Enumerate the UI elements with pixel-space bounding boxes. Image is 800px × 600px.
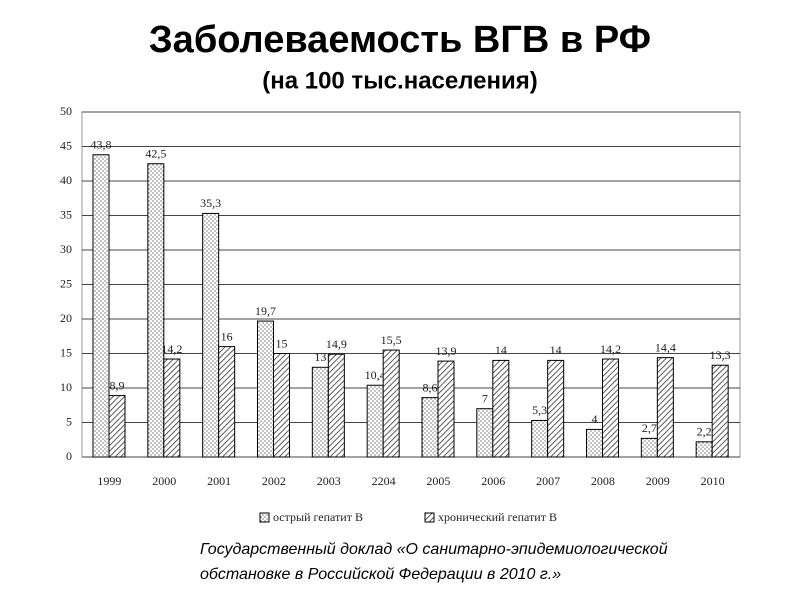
chart-title: Заболеваемость ВГВ в РФ (149, 19, 651, 61)
value-label: 2,2 (697, 425, 712, 439)
value-label: 14,2 (600, 342, 621, 356)
bar (257, 320, 274, 458)
value-label: 35,3 (200, 196, 221, 210)
y-tick-label: 15 (60, 345, 72, 359)
value-label: 8,6 (423, 380, 438, 394)
x-tick-label: 2005 (426, 474, 450, 488)
bar (147, 163, 165, 458)
bar (711, 364, 729, 458)
legend-swatch (259, 512, 270, 523)
bar (273, 353, 290, 458)
x-tick-label: 2003 (317, 474, 341, 488)
bar (92, 154, 110, 458)
y-tick-label: 5 (66, 414, 72, 428)
value-label: 8,9 (110, 378, 125, 392)
value-label: 14,4 (655, 340, 676, 354)
value-label: 4 (592, 412, 598, 426)
x-tick-label: 2009 (646, 474, 670, 488)
value-label: 43,8 (91, 138, 112, 152)
value-label: 2,7 (642, 421, 657, 435)
bar (492, 359, 510, 458)
y-tick-label: 20 (60, 311, 72, 325)
value-label: 5,3 (532, 403, 547, 417)
x-tick-label: 2000 (152, 474, 176, 488)
y-tick-label: 45 (60, 138, 72, 152)
x-tick-label: 2001 (207, 474, 231, 488)
x-tick-label: 2002 (262, 474, 286, 488)
x-tick-label: 1999 (97, 474, 121, 488)
y-tick-label: 25 (60, 276, 72, 290)
value-label: 15 (276, 336, 288, 350)
legend-swatch (424, 512, 435, 523)
bar (531, 419, 549, 458)
source: Государственный доклад «О санитарно-эпид… (200, 541, 668, 558)
source: обстановке в Российской Федерации в 2010… (200, 566, 561, 583)
value-label: 19,7 (255, 304, 276, 318)
x-tick-label: 2010 (701, 474, 725, 488)
value-label: 14 (495, 343, 507, 357)
value-label: 10,4 (365, 368, 386, 382)
value-label: 7 (482, 391, 488, 405)
value-label: 42,5 (145, 147, 166, 161)
bar (437, 360, 455, 458)
bar (218, 346, 236, 458)
bar (476, 408, 494, 458)
x-tick-label: 2008 (591, 474, 615, 488)
bar (366, 384, 384, 458)
bar (382, 349, 400, 458)
y-tick-label: 40 (60, 173, 72, 187)
bar (327, 353, 345, 458)
chart-subtitle: (на 100 тыс.населения) (262, 67, 538, 94)
value-label: 13,9 (436, 344, 457, 358)
y-tick-label: 10 (60, 380, 72, 394)
bar (640, 437, 658, 458)
value-label: 13,3 (710, 348, 731, 362)
x-tick-label: 2204 (372, 474, 396, 488)
value-label: 14 (550, 343, 562, 357)
bar (108, 395, 126, 458)
legend-label: хронический гепатит В (438, 510, 557, 524)
bar (163, 358, 181, 458)
y-tick-label: 0 (66, 449, 72, 463)
value-label: 14,9 (326, 337, 347, 351)
bar (586, 428, 603, 458)
bar (547, 359, 565, 458)
legend-label: острый гепатит В (273, 510, 363, 524)
value-label: 14,2 (161, 342, 182, 356)
bar (656, 357, 674, 458)
bar (202, 212, 220, 458)
y-tick-label: 50 (60, 104, 72, 118)
x-tick-label: 2007 (536, 474, 560, 488)
bar (421, 397, 439, 458)
value-label: 16 (221, 329, 233, 343)
y-tick-label: 30 (60, 242, 72, 256)
bar (695, 441, 713, 458)
y-tick-label: 35 (60, 207, 72, 221)
value-label: 15,5 (381, 333, 402, 347)
x-tick-label: 2006 (481, 474, 505, 488)
bar (602, 358, 619, 458)
bar (311, 366, 329, 458)
value-label: 13 (314, 350, 326, 364)
